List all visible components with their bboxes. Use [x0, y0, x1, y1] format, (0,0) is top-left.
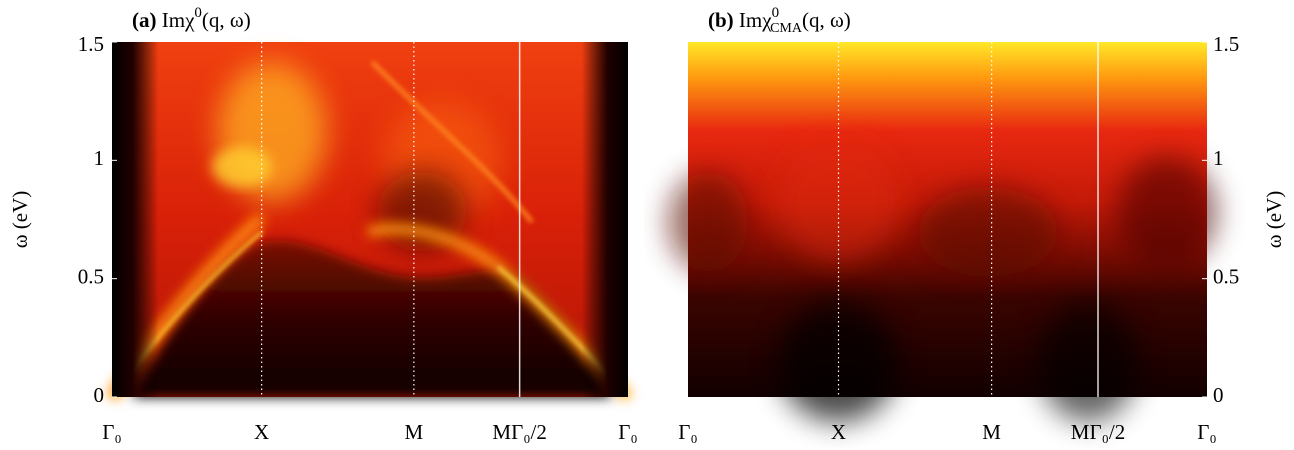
- heatmap-edge: [112, 42, 628, 397]
- panel-title: (a) Imχ0(q, ω): [132, 5, 251, 31]
- x-tick-label: Γ₀: [678, 420, 697, 444]
- title-sup: 0: [772, 5, 780, 21]
- x-tick-label: X: [254, 420, 269, 444]
- heatmap-dark: [1117, 157, 1217, 267]
- panel: (b) Imχ0 CMA(q, ω)00.511.5ω (eV)Γ₀ X M MΓ₀/2…: [668, 5, 1286, 444]
- panel-label: (a): [132, 8, 157, 32]
- y-tick-label: 0.5: [1213, 264, 1239, 288]
- y-tick-label: 0.5: [78, 264, 104, 288]
- x-tick-label: Γ₀: [1197, 420, 1216, 444]
- heatmap-dark: [918, 187, 1058, 277]
- title-args: (q, ω): [202, 8, 251, 32]
- y-tick-label: 1.5: [1213, 32, 1239, 56]
- heatmap-dark: [1038, 302, 1138, 422]
- title-sub: CMA: [770, 21, 803, 36]
- heatmap-dark: [668, 172, 748, 272]
- y-tick-label: 1.5: [78, 32, 104, 56]
- title-args: (q, ω): [802, 8, 851, 32]
- x-tick-label: X: [831, 420, 846, 444]
- heatmap-glow: [778, 142, 898, 262]
- y-axis-label: ω (eV): [8, 191, 32, 249]
- x-tick-label: M: [405, 420, 424, 444]
- title-sup: 0: [194, 5, 202, 21]
- x-tick-label: Γ₀: [618, 420, 637, 444]
- x-tick-label: M: [982, 420, 1001, 444]
- y-tick-label: 0: [1213, 383, 1224, 407]
- y-axis-label: ω (eV): [1262, 191, 1286, 249]
- title-text: Imχ: [162, 8, 195, 32]
- panel-title: (b) Imχ0 CMA(q, ω): [708, 5, 851, 36]
- x-tick-label: MΓ₀/2: [492, 420, 546, 444]
- panel: (a) Imχ0(q, ω)00.511.5ω (eV)Γ₀ X M MΓ₀/2 Γ₀: [8, 5, 638, 443]
- title-text: Imχ: [739, 8, 772, 32]
- x-tick-label: Γ₀: [102, 420, 121, 444]
- y-tick-label: 0: [94, 383, 105, 407]
- panel-label: (b): [708, 8, 734, 32]
- x-tick-label: MΓ₀/2: [1071, 420, 1125, 444]
- y-tick-label: 1: [94, 146, 105, 170]
- y-tick-label: 1: [1213, 146, 1224, 170]
